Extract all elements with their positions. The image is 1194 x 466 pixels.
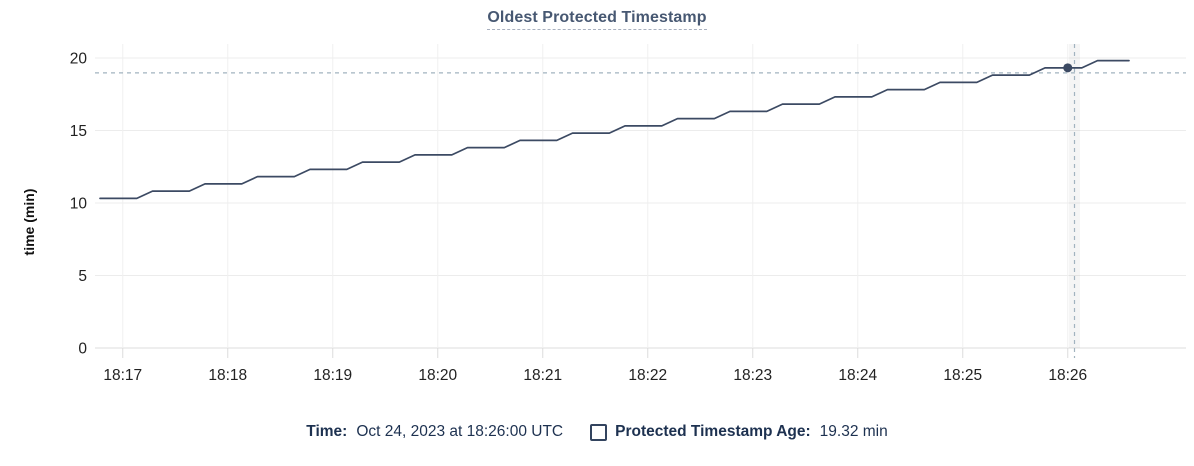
time-label: Time: <box>306 423 348 440</box>
y-tick-label: 20 <box>70 51 88 68</box>
hover-dot <box>1063 63 1073 73</box>
x-tick-label: 18:23 <box>733 367 772 384</box>
y-tick-label: 10 <box>70 196 88 213</box>
x-tick-label: 18:22 <box>628 367 667 384</box>
x-tick-label: 18:17 <box>103 367 142 384</box>
hover-legend: Time: Oct 24, 2023 at 18:26:00 UTC Prote… <box>0 421 1194 443</box>
y-tick-label: 0 <box>78 341 87 358</box>
x-tick-label: 18:20 <box>418 367 457 384</box>
series-checkbox[interactable] <box>590 423 608 441</box>
x-tick-label: 18:26 <box>1048 367 1087 384</box>
y-axis-title: time (min) <box>21 189 37 256</box>
x-tick-label: 18:21 <box>523 367 562 384</box>
x-tick-label: 18:19 <box>313 367 352 384</box>
x-tick-label: 18:24 <box>838 367 877 384</box>
series-label: Protected Timestamp Age: <box>615 423 811 440</box>
time-value: Oct 24, 2023 at 18:26:00 UTC <box>356 423 564 440</box>
x-tick-label: 18:18 <box>208 367 247 384</box>
x-tick-label: 18:25 <box>943 367 982 384</box>
chart-header: Oldest Protected Timestamp <box>0 9 1194 30</box>
y-tick-label: 15 <box>70 123 87 140</box>
series-value: 19.32 min <box>819 423 888 440</box>
series-toggle[interactable]: Protected Timestamp Age: 19.32 min <box>563 421 888 443</box>
series-line <box>99 59 1130 200</box>
chart-title[interactable]: Oldest Protected Timestamp <box>487 9 707 30</box>
y-tick-label: 5 <box>78 268 87 285</box>
line-chart[interactable]: 0 5 10 15 20 18:17 18:18 18:19 18:20 18:21 18:22 18… <box>0 0 1194 410</box>
